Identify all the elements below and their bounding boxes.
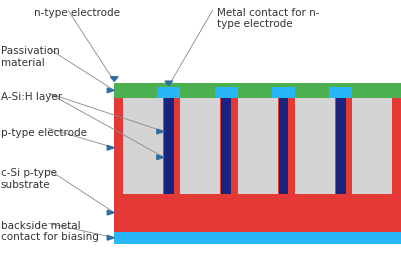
Bar <box>335 99 352 194</box>
Bar <box>163 99 180 194</box>
Bar <box>164 83 174 194</box>
Polygon shape <box>165 82 172 86</box>
Bar <box>221 99 237 194</box>
Polygon shape <box>107 146 114 151</box>
Polygon shape <box>111 77 118 82</box>
Text: Passivation
material: Passivation material <box>1 46 60 67</box>
Bar <box>215 88 237 99</box>
Text: Metal contact for n-
type electrode: Metal contact for n- type electrode <box>217 8 319 29</box>
Bar <box>393 99 401 194</box>
Text: A-Si:H layer: A-Si:H layer <box>1 91 62 101</box>
Bar <box>272 88 295 99</box>
Text: c-Si p-type
substrate: c-Si p-type substrate <box>1 168 57 189</box>
Polygon shape <box>107 235 114 240</box>
Text: n-type electrode: n-type electrode <box>34 8 120 18</box>
Bar <box>114 232 401 244</box>
Bar <box>157 88 180 99</box>
Bar <box>221 83 231 194</box>
Bar <box>336 83 346 194</box>
Bar <box>279 83 288 194</box>
Bar <box>114 99 123 194</box>
Bar <box>114 99 401 194</box>
Text: p-type electrode: p-type electrode <box>1 127 87 137</box>
Bar <box>114 194 401 232</box>
Polygon shape <box>107 89 114 93</box>
Polygon shape <box>157 130 164 134</box>
Text: backside metal
contact for biasing: backside metal contact for biasing <box>1 220 99 241</box>
Polygon shape <box>107 210 114 215</box>
Bar <box>114 83 401 99</box>
Bar <box>329 88 352 99</box>
Polygon shape <box>157 155 164 160</box>
Bar <box>114 83 401 99</box>
Bar <box>278 99 295 194</box>
